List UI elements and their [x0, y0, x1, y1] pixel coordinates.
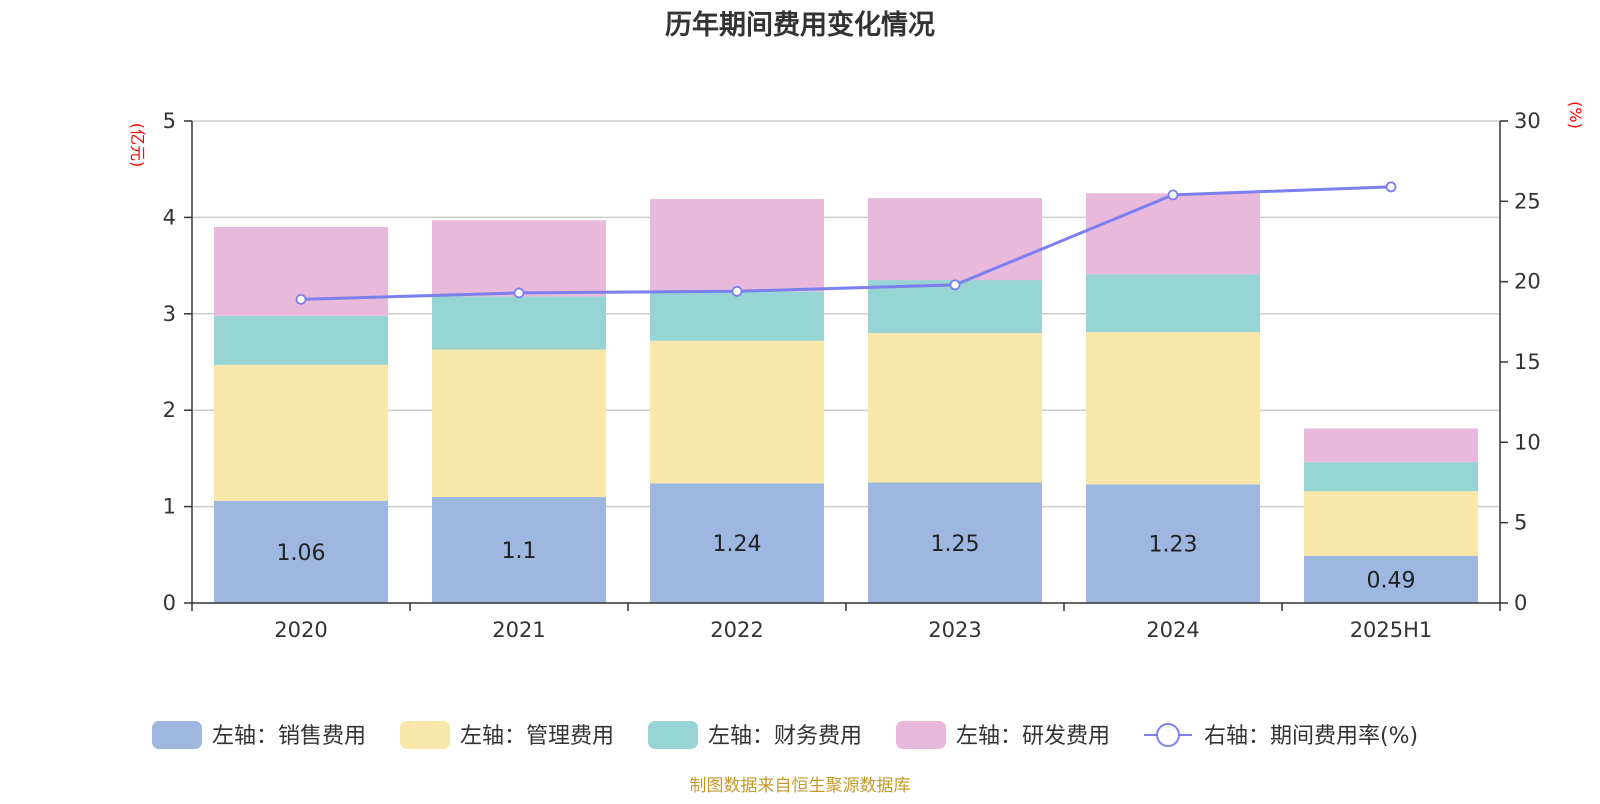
bar-1-2024 — [1086, 484, 1260, 603]
bar-4-2021 — [432, 220, 606, 297]
bar-labels-group: 1.06 1.1 1.24 1.25 1.23 0.49 — [277, 532, 1416, 594]
left-tick-label-5: 5 — [163, 109, 176, 133]
bar-4-2022 — [650, 199, 824, 292]
left-tick-label-1: 1 — [163, 495, 176, 519]
bar-1-2023 — [868, 482, 1042, 603]
bar-1-2020 — [214, 500, 388, 603]
bar-3-2024 — [1086, 274, 1260, 333]
x-tick-label-2021: 2021 — [492, 618, 545, 642]
left-tick-label-2: 2 — [163, 398, 176, 422]
rate-point-2023 — [949, 279, 961, 291]
bar-4-2025H1 — [1304, 428, 1478, 463]
legend-label-1: 左轴：销售费用 — [212, 724, 366, 749]
bar-value-label-2021: 1.1 — [502, 539, 537, 564]
bar-1-2022 — [650, 483, 824, 603]
x-tick-label-2022: 2022 — [710, 618, 763, 642]
legend-circle-icon — [1156, 723, 1180, 747]
bar-4-2024 — [1086, 193, 1260, 275]
bar-value-label-2020: 1.06 — [277, 541, 326, 566]
bar-value-label-2023: 1.25 — [931, 532, 980, 557]
bar-2-2022 — [650, 340, 824, 484]
source-note: 制图数据来自恒生聚源数据库 — [690, 776, 911, 796]
rate-point-2020 — [295, 293, 307, 305]
axes-group: 0 1 2 3 4 5 0 5 10 15 20 25 30 2020 2021 2022 2023 2024 20… — [163, 109, 1541, 642]
bar-2-2025H1 — [1304, 491, 1478, 556]
bar-4-2023 — [868, 198, 1042, 281]
legend-label-4: 左轴：研发费用 — [956, 724, 1110, 749]
bar-value-label-2022: 1.24 — [713, 532, 762, 557]
chart-title: 历年期间费用变化情况 — [665, 9, 935, 41]
right-tick-label-30: 30 — [1514, 109, 1541, 133]
legend-swatch-3 — [648, 721, 698, 749]
right-axis-unit: (%) — [1566, 101, 1585, 129]
bar-1-2021 — [432, 496, 606, 603]
left-tick-label-0: 0 — [163, 591, 176, 615]
left-axis-unit: (亿元) — [128, 123, 147, 168]
bar-value-label-2024: 1.23 — [1149, 533, 1198, 558]
legend-label-5: 右轴：期间费用率(%) — [1204, 724, 1418, 749]
right-tick-label-20: 20 — [1514, 270, 1541, 294]
right-tick-label-25: 25 — [1514, 189, 1541, 213]
bar-3-2021 — [432, 296, 606, 350]
x-tick-label-2023: 2023 — [928, 618, 981, 642]
legend-label-2: 左轴：管理费用 — [460, 724, 614, 749]
left-tick-label-4: 4 — [163, 205, 176, 229]
legend-swatch-1 — [152, 721, 202, 749]
bar-3-2022 — [650, 291, 824, 341]
x-tick-label-2020: 2020 — [274, 618, 327, 642]
right-tick-label-5: 5 — [1514, 511, 1527, 535]
legend: 左轴：销售费用 左轴：管理费用 左轴：财务费用 左轴：研发费用 右轴：期间费用率(%) — [152, 721, 1418, 749]
rate-line — [300, 185, 1392, 301]
right-tick-label-15: 15 — [1514, 350, 1541, 374]
rate-point-2024 — [1167, 189, 1179, 201]
grid-lines — [192, 120, 1500, 508]
bar-1-2025H1 — [1304, 555, 1478, 603]
right-tick-label-0: 0 — [1514, 591, 1527, 615]
x-tick-label-2024: 2024 — [1146, 618, 1199, 642]
legend-swatch-2 — [400, 721, 450, 749]
rate-line-group — [295, 181, 1397, 305]
left-tick-label-3: 3 — [163, 302, 176, 326]
bar-2-2020 — [214, 364, 388, 501]
legend-label-3: 左轴：财务费用 — [708, 724, 862, 749]
x-tick-label-2025H1: 2025H1 — [1350, 618, 1433, 642]
right-tick-label-10: 10 — [1514, 430, 1541, 454]
rate-point-2025H1 — [1385, 181, 1397, 193]
bar-value-label-2025H1: 0.49 — [1367, 568, 1416, 593]
legend-swatch-4 — [896, 721, 946, 749]
rate-point-2021 — [513, 287, 525, 299]
rate-point-2022 — [731, 285, 743, 297]
bars-group — [214, 193, 1478, 603]
bar-2-2023 — [868, 333, 1042, 483]
bar-2-2024 — [1086, 332, 1260, 485]
bar-3-2025H1 — [1304, 462, 1478, 492]
bar-2-2021 — [432, 349, 606, 497]
bar-3-2020 — [214, 315, 388, 365]
